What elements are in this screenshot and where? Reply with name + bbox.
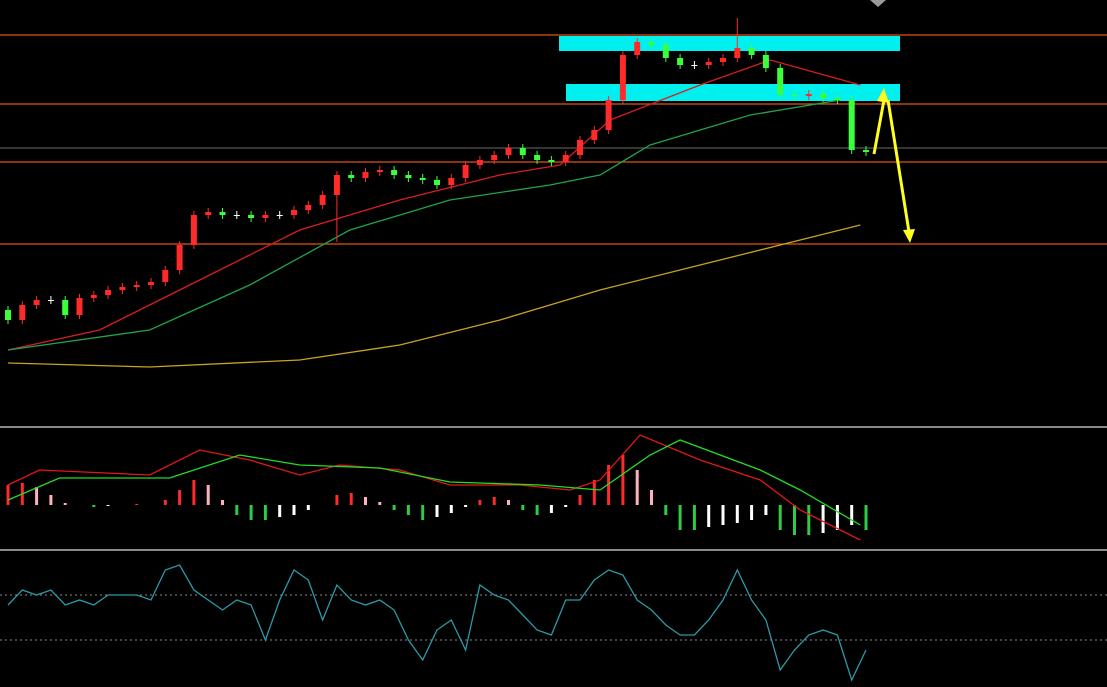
candle-body (448, 178, 455, 185)
candle-body (305, 205, 312, 210)
line (7, 434, 861, 541)
candle-body (462, 165, 469, 178)
line (7, 99, 841, 351)
candle-body (391, 170, 398, 175)
candle-body (162, 270, 169, 282)
candle-body (348, 175, 355, 178)
arrow-up (872, 99, 886, 155)
candle-body (762, 55, 769, 68)
zone (566, 84, 900, 101)
candle-body (405, 175, 412, 178)
candle-body (262, 215, 269, 218)
marker (870, 0, 886, 7)
candle-body (233, 215, 240, 216)
candle-body (605, 100, 612, 130)
candle-body (119, 287, 126, 290)
candle-body (677, 58, 684, 65)
candle-body (834, 98, 841, 100)
candle-body (133, 285, 140, 287)
candle-body (562, 155, 569, 162)
candle-body (47, 300, 54, 301)
candle-body (863, 150, 869, 152)
line (7, 224, 861, 368)
candle-body (362, 172, 369, 178)
candle-body (820, 94, 827, 98)
candle-body (748, 48, 755, 55)
candle-body (90, 295, 97, 298)
candle-body (648, 42, 655, 45)
arrow-head (903, 229, 915, 243)
candle-body (148, 282, 154, 285)
candle-body (476, 160, 483, 165)
candle-body (105, 290, 112, 295)
candle-body (219, 212, 226, 215)
candle-body (662, 45, 669, 58)
candle-body (577, 140, 583, 155)
candle-body (62, 300, 69, 315)
candle-body (505, 148, 512, 155)
candle-body (791, 95, 798, 96)
candle-body (619, 55, 626, 100)
arrow-head (877, 88, 889, 103)
candle-body (691, 65, 698, 66)
line (7, 564, 867, 682)
candle-body (534, 155, 541, 160)
zone (559, 36, 900, 51)
candle-body (333, 175, 340, 195)
line (7, 59, 861, 351)
annotations (870, 0, 915, 243)
candle-body (434, 180, 440, 185)
candle-body (634, 42, 641, 55)
candle-body (190, 215, 197, 245)
candle-body (276, 215, 283, 216)
candle-body (705, 62, 712, 65)
candle-body (248, 215, 255, 218)
candle-body (205, 212, 212, 215)
candle-body (734, 48, 741, 58)
candle-body (519, 148, 526, 155)
candle-body (777, 68, 784, 95)
candle-body (548, 160, 555, 162)
candle-body (291, 210, 297, 215)
candle-body (19, 305, 26, 320)
candle-body (5, 310, 11, 320)
candle-body (76, 298, 83, 315)
layers (0, 18, 1107, 682)
candle-body (720, 58, 726, 62)
arrow-down (886, 99, 911, 233)
candle-body (376, 170, 383, 172)
candle-body (176, 245, 183, 270)
candle-body (848, 100, 855, 150)
candle-body (419, 178, 426, 180)
candle-body (33, 300, 40, 305)
candle-body (591, 130, 598, 140)
candle-body (805, 94, 812, 96)
line (7, 439, 861, 526)
candle-body (491, 155, 498, 160)
candle-body (319, 195, 326, 205)
